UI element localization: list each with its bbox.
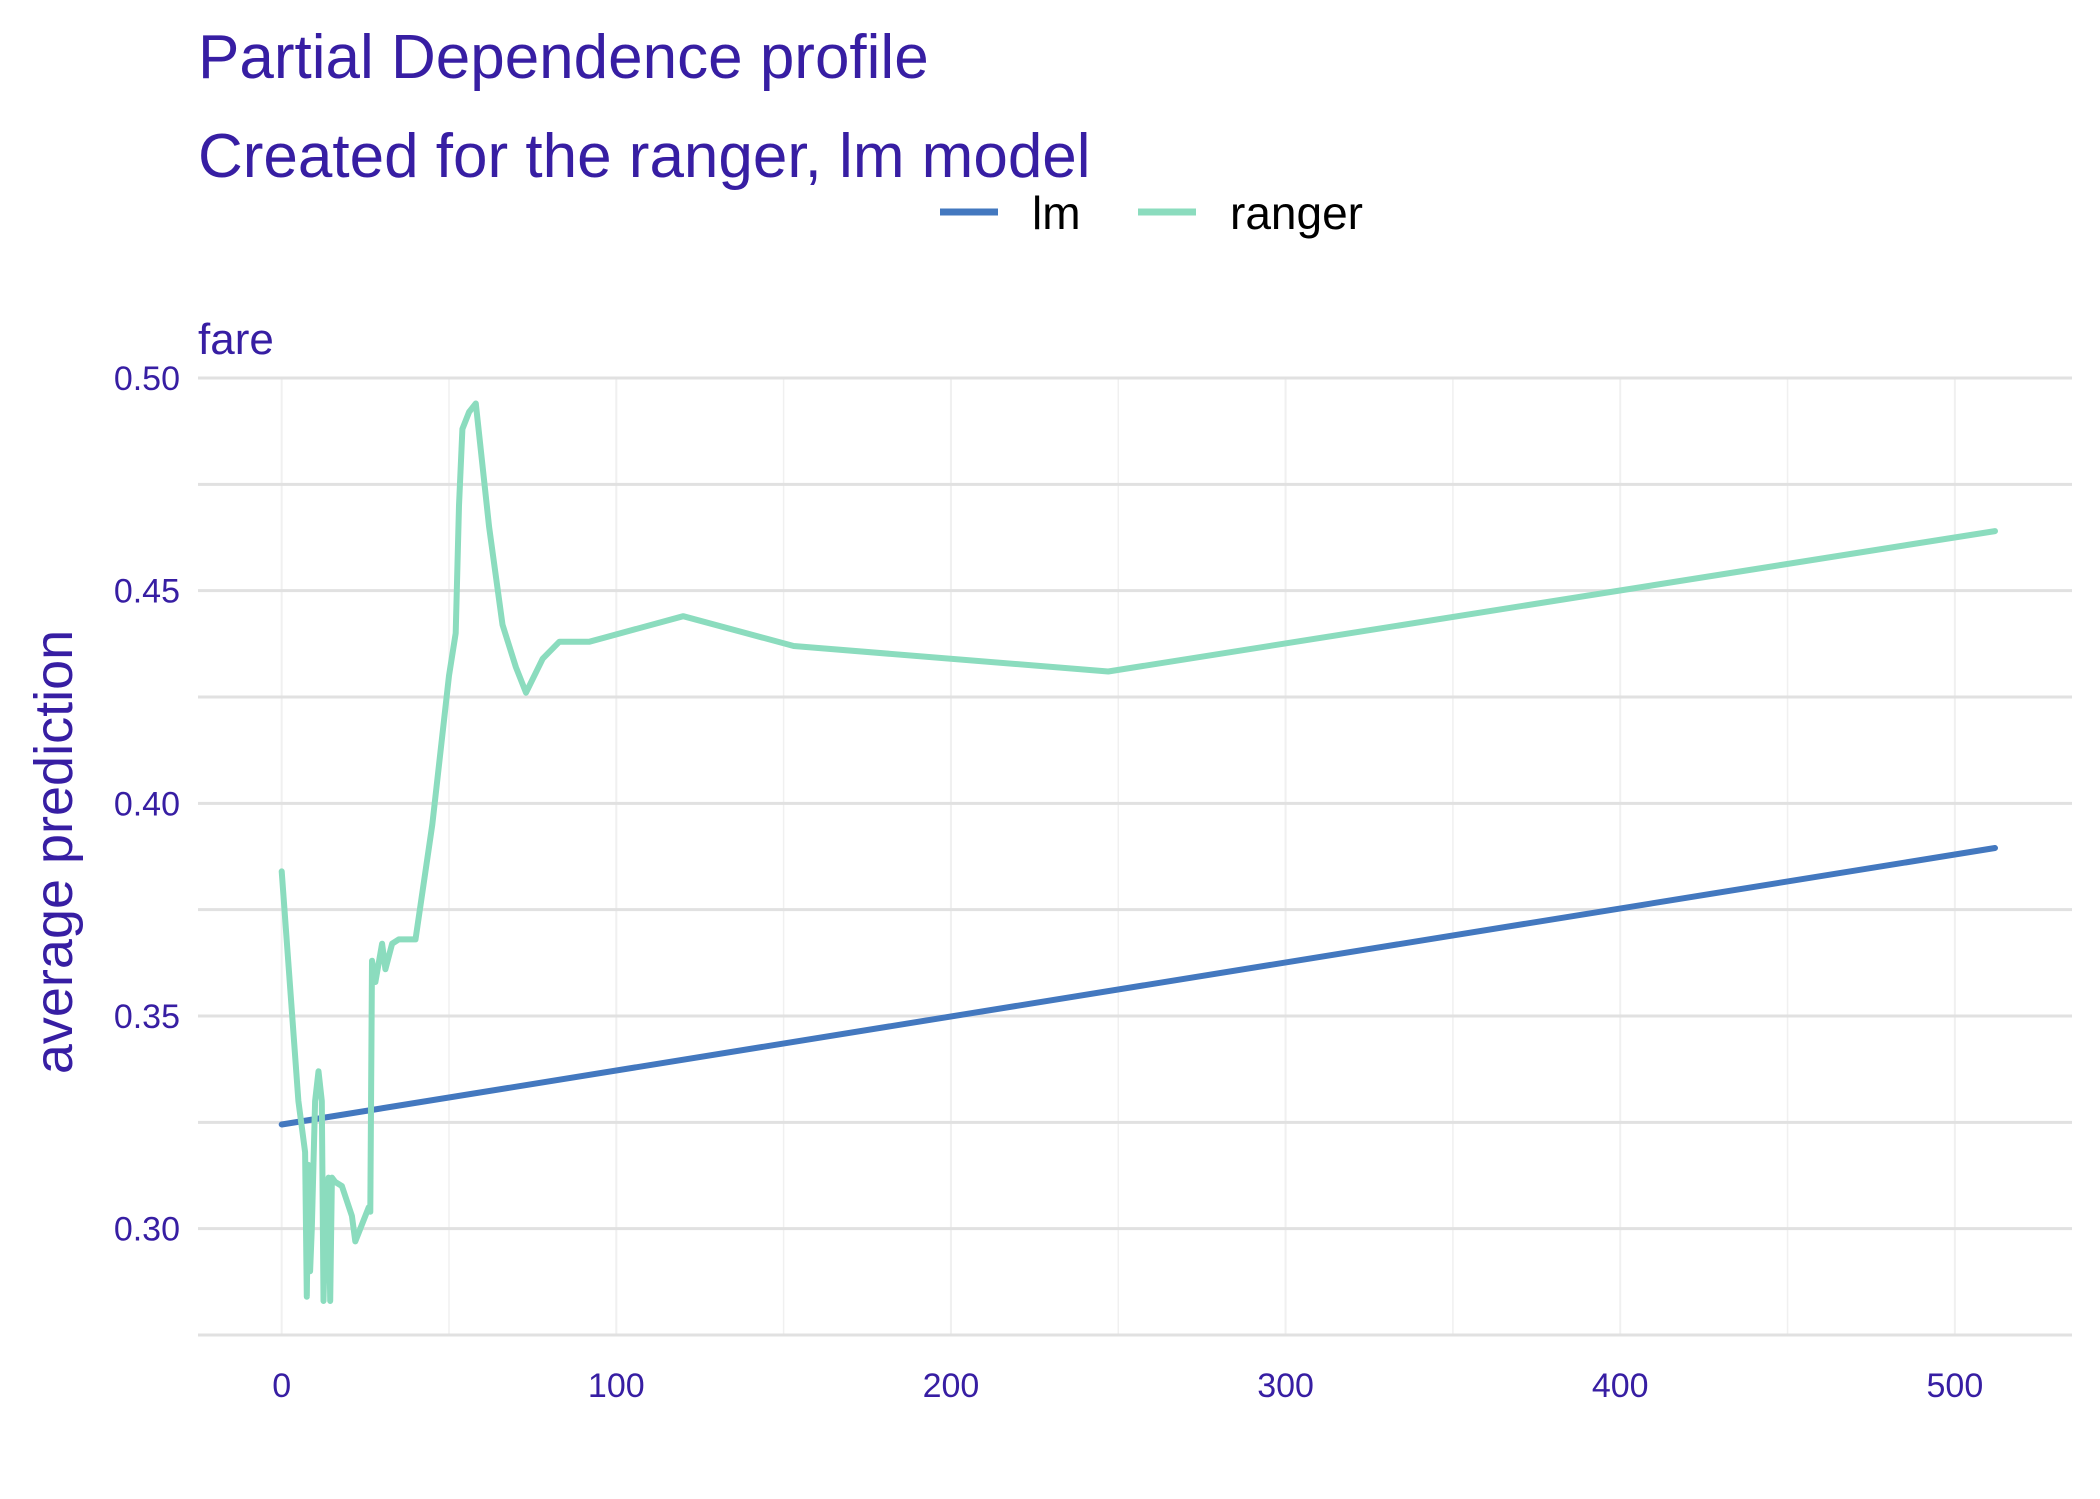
series-line-ranger	[278, 400, 1998, 1304]
chart-subtitle: Created for the ranger, lm model	[198, 122, 1091, 191]
x-tick-label: 400	[1592, 1367, 1649, 1405]
y-tick-label: 0.35	[114, 998, 180, 1036]
x-tick-label: 100	[588, 1367, 645, 1405]
x-tick-label: 300	[1257, 1367, 1314, 1405]
x-tick-label: 500	[1927, 1367, 1984, 1405]
y-tick-label: 0.45	[114, 573, 180, 611]
x-tick-label: 0	[272, 1367, 291, 1405]
x-tick-label: 200	[923, 1367, 980, 1405]
y-tick-label: 0.30	[114, 1211, 180, 1249]
series-line-lm	[278, 845, 1998, 1128]
x-ticks: 0 100 200 300 400 500	[272, 1367, 1983, 1405]
y-ticks: 0.30 0.35 0.40 0.45 0.50	[114, 360, 180, 1249]
y-axis-label: average prediction	[24, 630, 84, 1074]
grid	[198, 376, 2072, 1337]
chart-title: Partial Dependence profile	[198, 23, 929, 92]
y-tick-label: 0.50	[114, 360, 180, 398]
legend: lm ranger	[940, 187, 1363, 239]
legend-label-lm: lm	[1032, 187, 1081, 239]
y-tick-label: 0.40	[114, 785, 180, 823]
legend-label-ranger: ranger	[1230, 187, 1363, 239]
facet-label: fare	[198, 315, 274, 364]
series	[278, 400, 1998, 1304]
